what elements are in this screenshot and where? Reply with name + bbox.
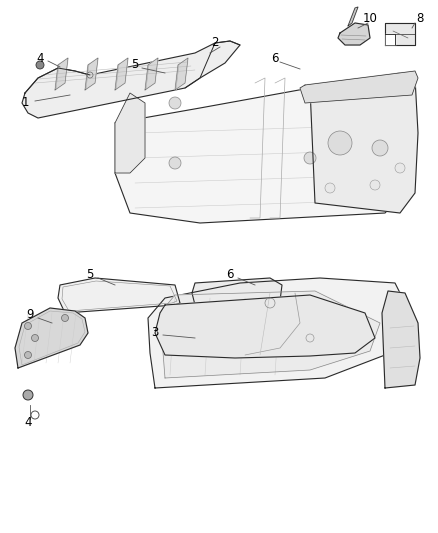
Text: 1: 1 [21,96,29,109]
Polygon shape [155,295,375,358]
Polygon shape [348,7,358,26]
Polygon shape [55,58,68,90]
Circle shape [169,157,181,169]
Text: 5: 5 [131,59,139,71]
Text: 6: 6 [271,52,279,64]
Circle shape [23,390,33,400]
Circle shape [304,87,316,99]
Polygon shape [192,278,282,305]
Circle shape [328,131,352,155]
Circle shape [36,61,44,69]
Polygon shape [22,41,240,118]
Circle shape [169,97,181,109]
Polygon shape [15,308,88,368]
Polygon shape [115,73,410,223]
Polygon shape [310,73,418,213]
Polygon shape [385,23,415,45]
Polygon shape [175,58,188,90]
Polygon shape [85,58,98,90]
Circle shape [25,322,32,329]
Polygon shape [338,23,370,45]
Circle shape [395,163,405,173]
Circle shape [370,180,380,190]
Text: 6: 6 [226,269,234,281]
Polygon shape [58,278,180,313]
Circle shape [61,314,68,321]
Polygon shape [115,93,145,173]
Text: 2: 2 [211,36,219,50]
Text: 4: 4 [24,416,32,430]
Text: 4: 4 [36,52,44,64]
Polygon shape [148,278,405,388]
Polygon shape [145,58,158,90]
Text: 10: 10 [363,12,378,25]
Polygon shape [300,71,418,103]
Circle shape [32,335,39,342]
Text: 8: 8 [416,12,424,25]
Circle shape [25,351,32,359]
Polygon shape [382,291,420,388]
Circle shape [304,152,316,164]
Circle shape [325,183,335,193]
Polygon shape [385,34,395,45]
Text: 3: 3 [151,327,159,340]
Circle shape [372,140,388,156]
Polygon shape [115,58,128,90]
Text: 9: 9 [26,309,34,321]
Text: 5: 5 [86,269,94,281]
Polygon shape [160,291,380,378]
